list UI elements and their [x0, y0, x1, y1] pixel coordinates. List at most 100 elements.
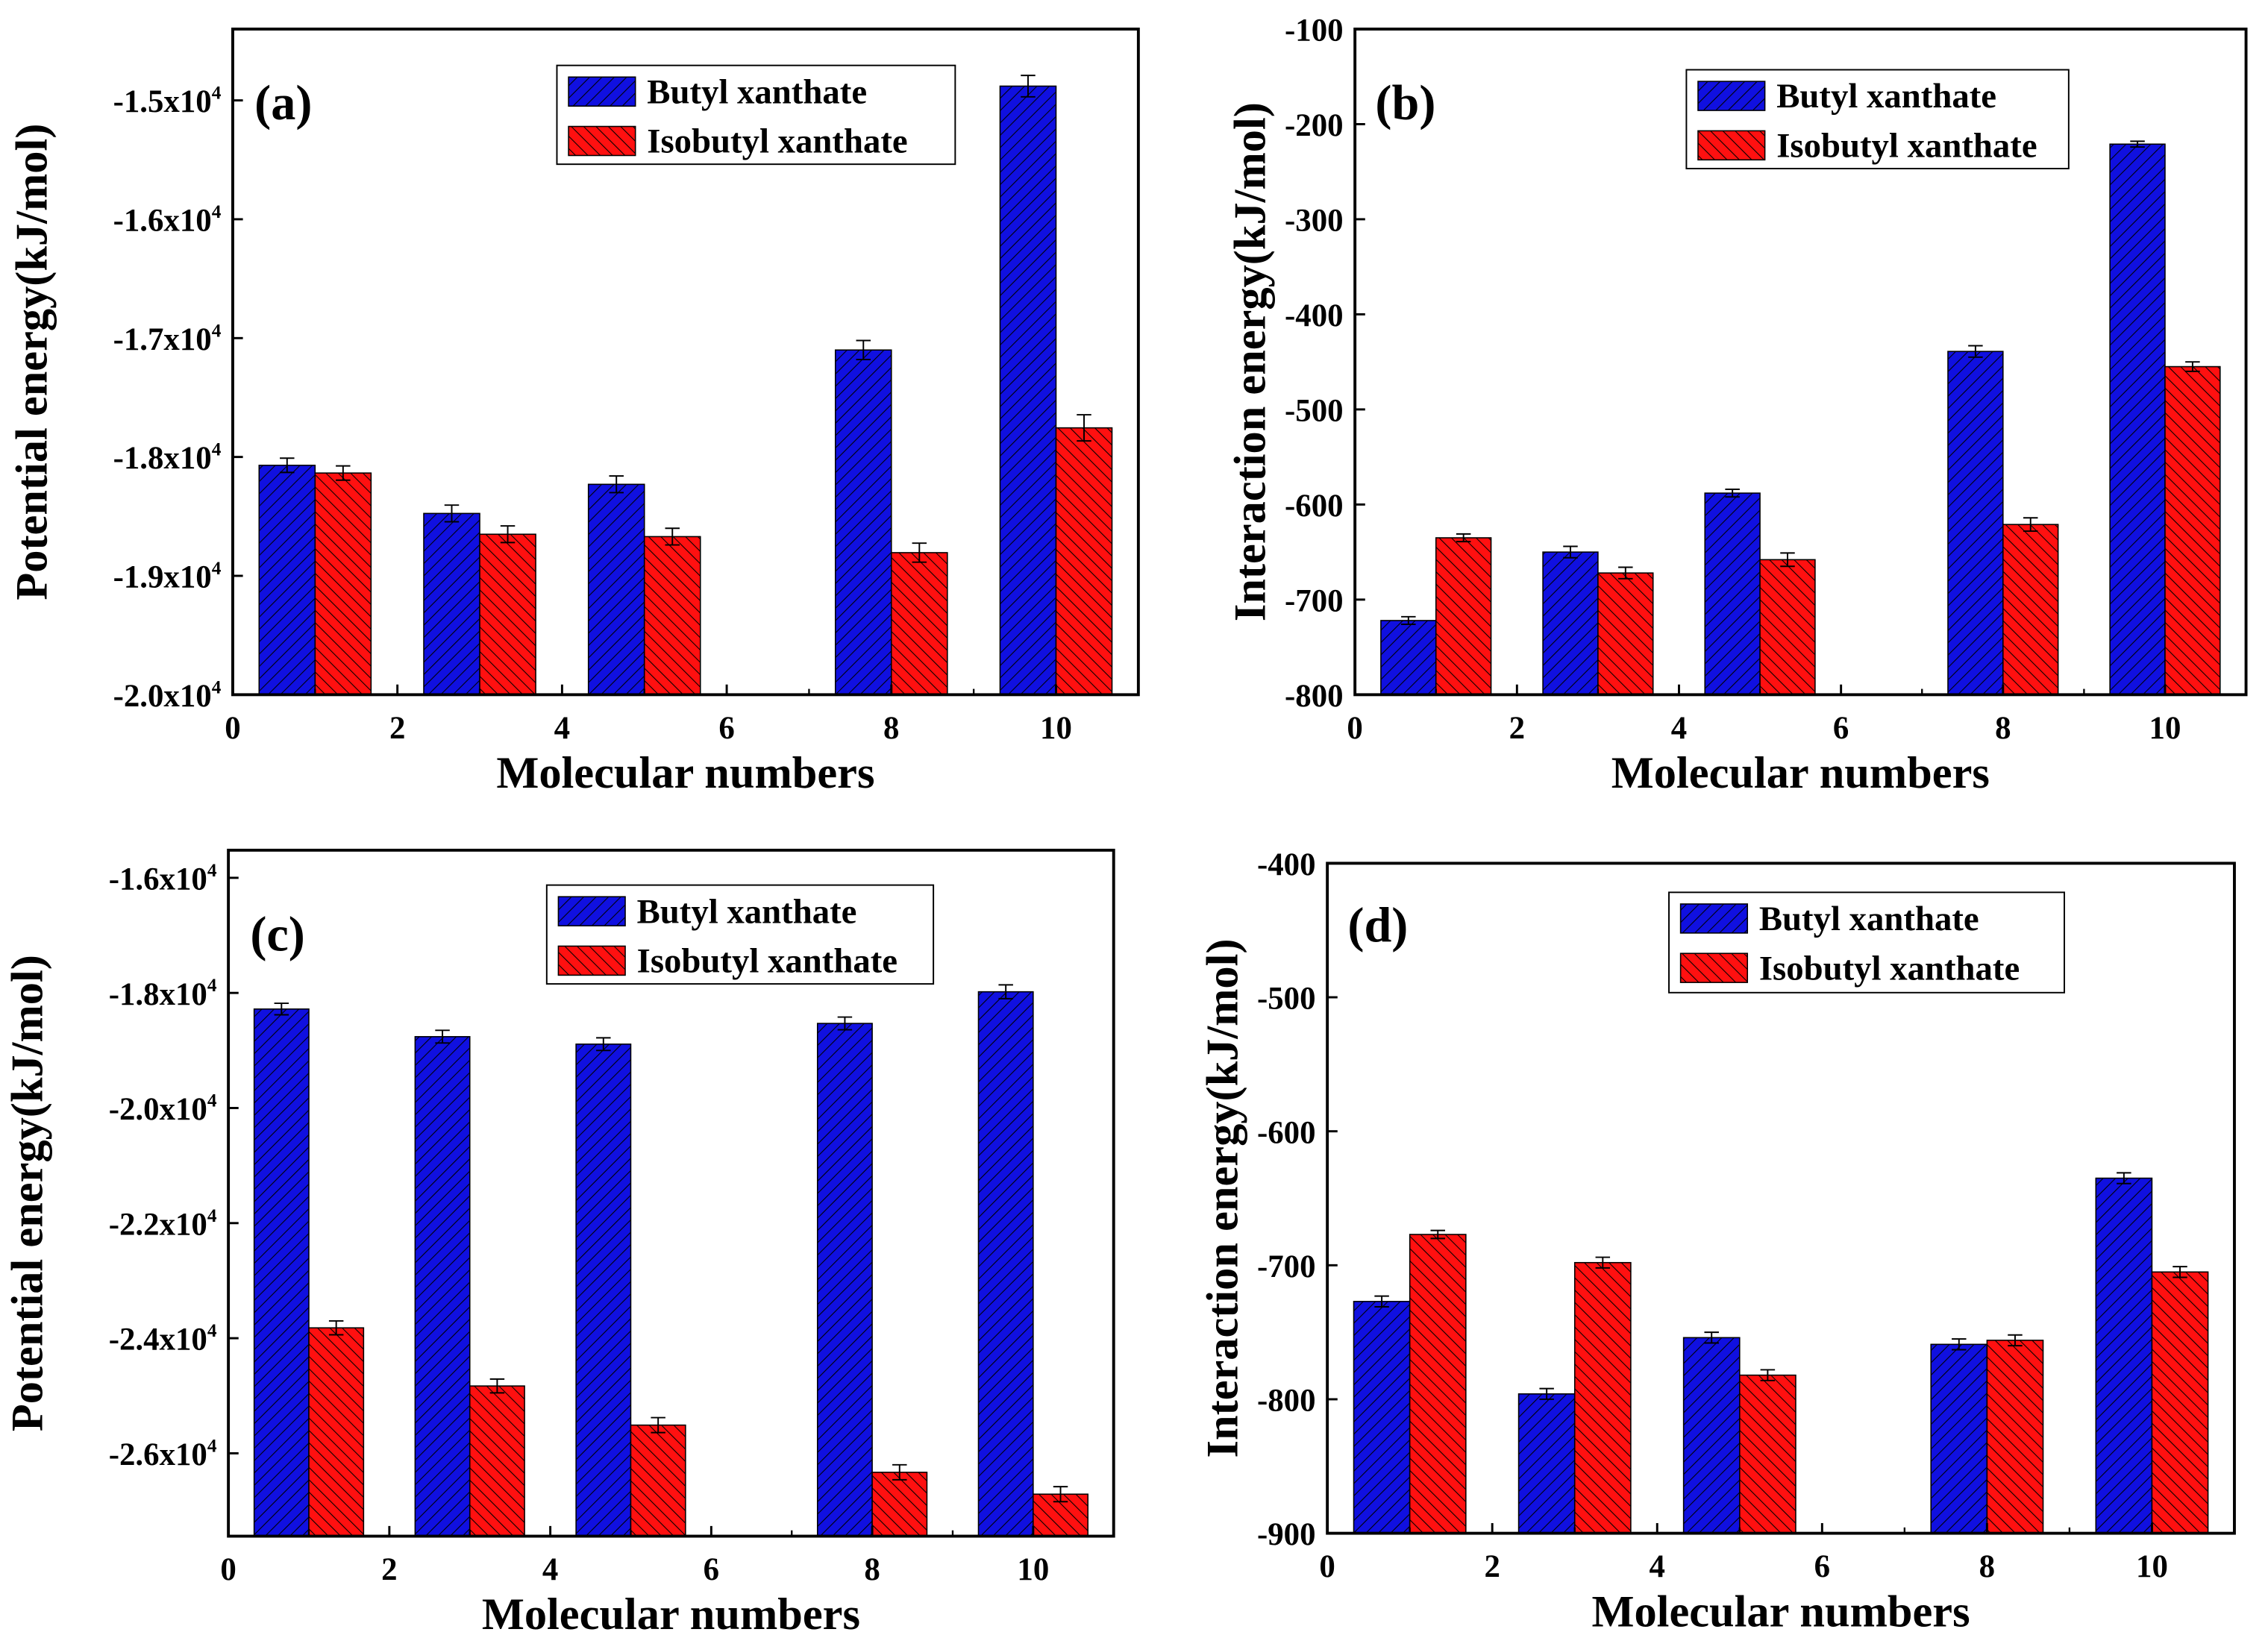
panel-label: (b): [1375, 76, 1435, 131]
y-tick-label: -2.4x104: [109, 1320, 217, 1358]
bar-hatch: [254, 1008, 309, 1537]
legend: Butyl xanthate Isobutyl xanthate: [556, 64, 956, 166]
y-tick-label: -1.8x104: [113, 439, 222, 477]
legend-label: Butyl xanthate: [1759, 900, 1979, 938]
x-tick-label: 0: [225, 711, 240, 746]
legend-swatch-hatch: [1680, 953, 1748, 983]
plot-frame: [231, 28, 1140, 697]
bar-hatch: [2152, 1272, 2208, 1534]
bar-hatch: [469, 1386, 525, 1537]
bar-hatch: [1931, 1344, 1987, 1534]
legend-swatch-hatch: [568, 126, 636, 156]
y-axis-label: Interaction energy(kJ/mol): [1225, 102, 1275, 621]
y-axis-label: Interaction energy(kJ/mol): [1197, 938, 1247, 1457]
y-tick-label: -800: [1285, 679, 1344, 714]
y-tick-label: -2.2x104: [109, 1205, 217, 1243]
y-tick-label: -100: [1285, 13, 1344, 48]
x-tick-label: 4: [1671, 711, 1687, 746]
legend-label: Butyl xanthate: [637, 892, 857, 931]
bar-hatch: [1760, 559, 1815, 695]
bar-hatch: [1409, 1234, 1466, 1534]
y-tick-label: -400: [1257, 847, 1316, 882]
x-tick-label: 6: [1814, 1549, 1830, 1584]
bar-hatch: [1947, 351, 2003, 695]
bar-hatch: [817, 1023, 873, 1537]
legend-label: Isobutyl xanthate: [1759, 949, 2020, 988]
y-tick-label: -2.0x104: [109, 1090, 217, 1128]
plot-frame: [227, 848, 1115, 1538]
panel-label: (c): [250, 907, 305, 961]
panel-d: 0 2 4 6 8 10 -900 -800 -700 -600 -500 -400 Molecular…: [1197, 847, 2236, 1635]
plot-frame: [1353, 28, 2248, 697]
bar-hatch: [315, 473, 372, 695]
legend: Butyl xanthate Isobutyl xanthate: [545, 884, 935, 985]
x-tick-label: 8: [1995, 711, 2011, 746]
x-tick-label: 4: [1650, 1549, 1665, 1584]
y-tick-label: -600: [1257, 1115, 1316, 1150]
x-tick-label: 0: [220, 1552, 236, 1587]
x-tick-label: 6: [704, 1552, 719, 1587]
panel-a: 0 2 4 6 8 10 -2.0x104 -1.9x104 -1.8x104 -1.7x104 -…: [7, 28, 1140, 798]
y-tick-label: -1.6x104: [113, 201, 222, 239]
legend-label: Butyl xanthate: [647, 72, 867, 111]
x-axis-label: Molecular numbers: [482, 1590, 860, 1635]
bar-hatch: [2002, 524, 2058, 695]
bar-hatch: [1739, 1375, 1796, 1534]
x-tick-label: 10: [1040, 711, 1072, 746]
legend-swatch-hatch: [558, 897, 626, 926]
x-tick-label: 0: [1319, 1549, 1335, 1584]
bar-hatch: [588, 484, 645, 695]
panel-c: 0 2 4 6 8 10 -2.6x104 -2.4x104 -2.2x104 -2.0x104 -…: [3, 848, 1115, 1635]
bar-hatch: [1987, 1340, 2043, 1534]
panel-label: (a): [254, 76, 312, 131]
legend: Butyl xanthate Isobutyl xanthate: [1668, 891, 2065, 994]
x-tick-label: 6: [1833, 711, 1849, 746]
x-tick-label: 2: [1509, 711, 1525, 746]
bar-hatch: [423, 513, 480, 695]
y-tick-label: -1.8x104: [109, 975, 217, 1012]
bar-hatch: [1543, 552, 1598, 695]
y-tick-label: -1.6x104: [109, 860, 217, 897]
y-tick-label: -700: [1257, 1249, 1316, 1284]
y-tick-label: -500: [1257, 982, 1316, 1017]
x-tick-label: 10: [2149, 711, 2181, 746]
plot-frame: [1326, 862, 2236, 1535]
bar-hatch: [1683, 1337, 1740, 1534]
y-tick-label: -900: [1257, 1517, 1316, 1552]
bar-hatch: [1597, 573, 1653, 695]
bar-hatch: [1518, 1393, 1575, 1534]
bar-hatch: [308, 1328, 364, 1537]
bar-hatch: [644, 536, 701, 695]
x-tick-label: 2: [389, 711, 405, 746]
legend-swatch-hatch: [1697, 81, 1765, 111]
x-tick-label: 6: [718, 711, 734, 746]
bar-hatch: [1574, 1262, 1631, 1534]
x-tick-label: 8: [883, 711, 899, 746]
y-tick-label: -1.7x104: [113, 320, 222, 357]
x-tick-label: 10: [1017, 1552, 1049, 1587]
x-tick-label: 2: [381, 1552, 397, 1587]
x-tick-label: 4: [542, 1552, 558, 1587]
y-tick-label: -700: [1285, 583, 1344, 618]
y-tick-label: -2.6x104: [109, 1435, 217, 1472]
y-tick-label: -200: [1285, 108, 1344, 143]
y-tick-label: -2.0x104: [113, 677, 222, 714]
x-tick-label: 8: [864, 1552, 880, 1587]
legend-label: Isobutyl xanthate: [637, 942, 898, 981]
panel-b: 0 2 4 6 8 10 -800 -700 -600 -500 -400 -300 -200 -100 M…: [1225, 13, 2248, 798]
bar-hatch: [630, 1425, 686, 1537]
bar-hatch: [480, 534, 536, 695]
bar-hatch: [259, 465, 316, 695]
x-axis-label: Molecular numbers: [1591, 1587, 1970, 1635]
bar-hatch: [1435, 538, 1491, 695]
x-axis-label: Molecular numbers: [1611, 748, 1990, 798]
legend-label: Butyl xanthate: [1776, 77, 1996, 116]
legend-swatch-hatch: [1680, 903, 1748, 933]
bar-hatch: [1380, 620, 1436, 695]
bar-hatch: [835, 350, 892, 695]
x-tick-label: 10: [2136, 1549, 2168, 1584]
x-tick-label: 8: [1979, 1549, 1995, 1584]
y-axis-label: Potential energy(kJ/mol): [3, 955, 53, 1431]
bar-hatch: [1353, 1301, 1410, 1534]
